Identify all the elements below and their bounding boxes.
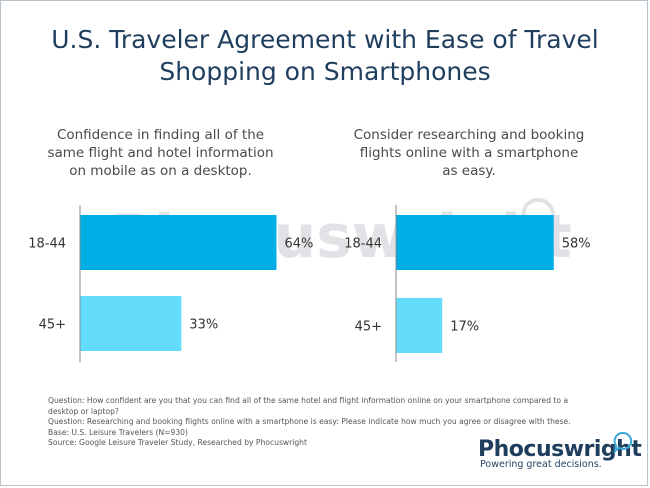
- logo-tagline: Powering great decisions.: [480, 459, 602, 470]
- right-chart-title-line-2: flights online with a smartphone: [359, 145, 579, 161]
- left-bar-age-18-44: [80, 215, 277, 270]
- right-bar-age-18-44: [396, 215, 554, 270]
- right-value-label: 58%: [562, 237, 591, 252]
- left-chart-title-line-1: Confidence in finding all of the: [56, 127, 265, 143]
- footnote-question-1: Question: How confident are you that you…: [48, 396, 569, 405]
- footnote-question-1-cont: desktop or laptop?: [48, 406, 119, 416]
- left-category-label: 18-44: [28, 237, 66, 252]
- right-chart-title-line-3: as easy.: [442, 163, 496, 179]
- phocuswright-logo: Phocuswright Powering great decisions.: [478, 431, 642, 470]
- left-chart-title-line-3: on mobile as on a desktop.: [69, 163, 252, 179]
- left-chart-title: Confidence in finding all of the same fl…: [38, 126, 283, 180]
- left-value-label: 64%: [284, 237, 313, 252]
- right-bar-chart: 18-44 58% 45+ 17%: [344, 205, 591, 362]
- footnotes: Question: How confident are you that you…: [48, 396, 608, 449]
- right-category-label: 18-44: [344, 237, 382, 252]
- title-line-2: Shopping on Smartphones: [159, 57, 491, 86]
- title-line-1: U.S. Traveler Agreement with Ease of Tra…: [51, 25, 599, 54]
- left-bar-chart: 18-44 64% 45+ 33%: [28, 205, 313, 362]
- left-category-label: 45+: [39, 318, 66, 333]
- left-chart-title-line-2: same flight and hotel information: [47, 145, 274, 161]
- right-chart-title: Consider researching and booking flights…: [352, 126, 586, 180]
- left-bar-age-45-plus: [80, 296, 182, 351]
- footnote-source: Source: Google Leisure Traveler Study, R…: [48, 438, 307, 448]
- right-chart-title-line-1: Consider researching and booking: [353, 127, 585, 143]
- left-value-label: 33%: [189, 318, 218, 333]
- right-value-label: 17%: [450, 320, 479, 335]
- page-title: U.S. Traveler Agreement with Ease of Tra…: [0, 24, 650, 88]
- footnote-question-2: Question: Researching and booking flight…: [48, 417, 571, 427]
- right-category-label: 45+: [355, 320, 382, 335]
- footnote-base: Base: U.S. Leisure Travelers (N=930): [48, 427, 188, 437]
- logo-bubble-icon: [613, 431, 633, 453]
- right-bar-age-45-plus: [396, 298, 443, 353]
